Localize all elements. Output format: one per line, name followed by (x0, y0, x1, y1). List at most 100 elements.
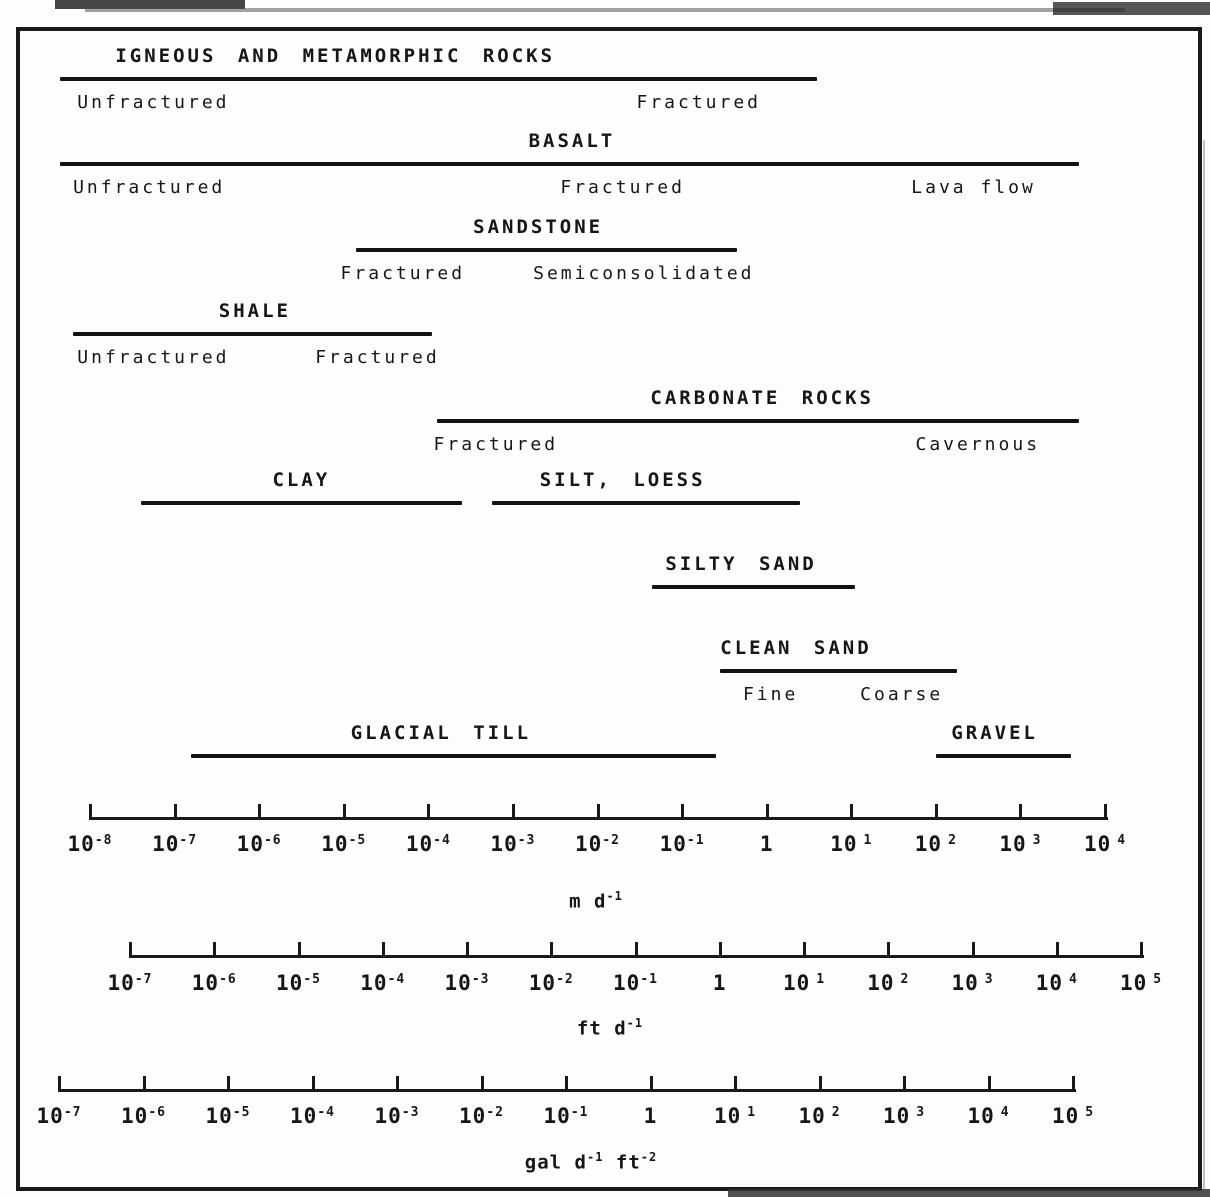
axis-tick-label: 10 5 (1120, 971, 1162, 995)
tick-exponent: -2 (556, 972, 574, 987)
material-bar (73, 332, 433, 336)
axis-tick (1104, 804, 1107, 817)
material-bar (719, 669, 957, 673)
axis-tick-label: 10 2 (798, 1104, 840, 1128)
material-sublabel: Cavernous (915, 434, 1041, 455)
tick-base: 10 (444, 971, 472, 995)
tick-exponent: 2 (948, 833, 957, 848)
axis-tick-label: 10-1 (544, 1104, 589, 1128)
tick-exponent: 4 (1068, 972, 1078, 987)
axis-tick (634, 942, 638, 955)
scan-artifact-top-line (85, 8, 1125, 12)
tick-base: 10 (1083, 832, 1112, 856)
unit-exponent: -1 (606, 889, 623, 903)
tick-exponent: -1 (570, 1105, 589, 1120)
tick-base: 10 (360, 971, 388, 995)
axis-tick-label: 1 (713, 971, 727, 995)
material-bar (935, 754, 1071, 758)
tick-exponent: -7 (179, 833, 198, 848)
material-sublabel: Fractured (433, 434, 559, 455)
tick-exponent: 2 (831, 1105, 841, 1120)
tick-base: 10 (798, 1104, 826, 1128)
axis-tick-label: 1 (760, 832, 774, 856)
axis-tick (129, 942, 132, 955)
axis-tick (550, 942, 554, 955)
material-sublabel: Lava flow (911, 177, 1036, 198)
axis-unit-label: gal d-1 ft-2 (525, 1150, 657, 1173)
axis-tick (311, 1076, 315, 1089)
scan-artifact-top-left (55, 0, 245, 9)
axis-tick-label: 10-2 (529, 971, 574, 995)
material-bar (60, 77, 818, 81)
tick-exponent: -6 (263, 833, 282, 848)
tick-exponent: -2 (486, 1105, 504, 1120)
axis-tick (734, 1076, 737, 1089)
axis-tick (342, 804, 346, 817)
axis-tick-label: 10 4 (967, 1104, 1009, 1128)
material-title: GRAVEL (951, 722, 1038, 744)
axis-tick (1140, 942, 1143, 955)
axis-tick-label: 10-4 (406, 832, 451, 856)
tick-exponent: -6 (219, 972, 237, 987)
unit-text: ft (603, 1151, 641, 1174)
figure-frame (16, 27, 1202, 1191)
axis-tick (511, 804, 515, 817)
tick-base: 10 (236, 832, 264, 856)
axis-tick-label: 10 4 (1036, 971, 1078, 995)
tick-exponent: 5 (1153, 972, 1163, 987)
axis-tick (850, 804, 854, 817)
material-sublabel: Fractured (340, 263, 466, 284)
axis-tick-label: 10-6 (192, 971, 237, 995)
axis-unit-label: ft d-1 (577, 1016, 643, 1039)
tick-base: 10 (867, 971, 895, 995)
material-sublabel: Unfractured (73, 177, 226, 198)
tick-base: 10 (276, 971, 304, 995)
tick-base: 10 (290, 1104, 318, 1128)
tick-exponent: 4 (1000, 1105, 1010, 1120)
axis-tick (987, 1076, 991, 1089)
material-bar (436, 419, 1080, 423)
tick-exponent: -5 (232, 1105, 251, 1120)
tick-exponent: -4 (387, 972, 406, 987)
axis-tick (765, 804, 769, 817)
axis-tick-label: 10 3 (951, 971, 993, 995)
axis-tick-label: 10 2 (915, 832, 957, 856)
material-sublabel: Unfractured (77, 347, 230, 368)
axis-line (58, 1089, 1076, 1092)
tick-unity: 1 (759, 832, 774, 856)
axis-tick (297, 942, 301, 955)
axis-tick (596, 804, 600, 817)
tick-base: 10 (882, 1104, 911, 1128)
tick-base: 10 (121, 1104, 149, 1128)
axis-tick-label: 10-2 (459, 1104, 504, 1128)
tick-exponent: -3 (517, 833, 536, 848)
axis-tick (1072, 1076, 1075, 1089)
material-title: CARBONATE ROCKS (650, 387, 874, 409)
tick-exponent: 3 (1032, 833, 1042, 848)
axis-tick-label: 10-3 (445, 971, 490, 995)
material-bar (491, 501, 801, 505)
tick-base: 10 (459, 1104, 487, 1128)
tick-base: 10 (528, 971, 557, 995)
axis-tick (565, 1076, 568, 1089)
unit-exponent: -2 (640, 1150, 658, 1164)
axis-tick (818, 1076, 822, 1089)
tick-exponent: 3 (984, 972, 994, 987)
unit-text: ft d (576, 1017, 627, 1040)
axis-tick-label: 10-2 (575, 832, 620, 856)
tick-exponent: -4 (433, 833, 451, 848)
axis-tick-label: 10 3 (883, 1104, 925, 1128)
axis-line (129, 955, 1144, 958)
tick-exponent: -1 (686, 833, 705, 848)
axis-tick-label: 10-7 (108, 971, 153, 995)
material-sublabel: Fine (742, 684, 799, 705)
axis-line (89, 817, 1108, 820)
axis-tick (803, 942, 806, 955)
axis-tick-label: 10 2 (867, 971, 909, 995)
tick-exponent: -3 (401, 1105, 420, 1120)
tick-base: 10 (830, 832, 858, 856)
axis-tick (227, 1076, 230, 1089)
material-title: SHALE (218, 300, 291, 322)
tick-exponent: -7 (134, 972, 153, 987)
